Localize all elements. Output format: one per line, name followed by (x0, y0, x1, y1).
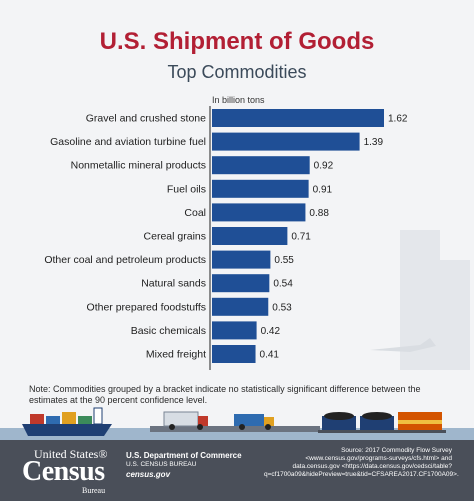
category-label: Basic chemicals (131, 325, 206, 337)
bureau-name: U.S. CENSUS BUREAU (126, 461, 197, 468)
bar (212, 227, 288, 245)
category-label: Mixed freight (146, 349, 206, 361)
decoration-shape (440, 260, 470, 370)
value-label: 0.88 (309, 208, 329, 219)
category-label: Gasoline and aviation turbine fuel (50, 136, 206, 148)
value-label: 0.42 (261, 326, 281, 337)
census-logo-top: United States® (34, 447, 108, 461)
census-logo-sub: Bureau (82, 486, 106, 495)
train-icon (318, 412, 446, 433)
footer-bar (0, 440, 474, 501)
bar (212, 109, 384, 127)
bar (212, 345, 256, 363)
category-label: Nonmetallic mineral products (71, 160, 206, 172)
transport-illustration (0, 407, 474, 442)
category-label: Other prepared foodstuffs (87, 301, 206, 313)
value-label: 0.91 (313, 184, 333, 195)
census-logo: Census (22, 456, 105, 487)
bar (212, 297, 269, 316)
truck-icon (163, 411, 208, 430)
value-label: 1.62 (388, 114, 408, 125)
decoration-shape (370, 338, 436, 352)
value-label: 0.41 (260, 350, 280, 361)
value-label: 1.39 (364, 137, 384, 148)
bar-chart: In billion tons Gravel and crushed stone… (44, 95, 470, 370)
bar (212, 274, 270, 293)
value-label: 0.54 (273, 279, 293, 290)
footnote: Note: Commodities grouped by a bracket i… (29, 384, 421, 405)
road (150, 426, 320, 432)
category-label: Other coal and petroleum products (44, 254, 206, 266)
page-subtitle: Top Commodities (167, 62, 307, 82)
category-label: Natural sands (141, 278, 206, 290)
category-label: Coal (184, 207, 206, 219)
department-name: U.S. Department of Commerce (126, 451, 242, 460)
bar (212, 179, 309, 198)
unit-label: In billion tons (212, 95, 265, 105)
bar (212, 321, 257, 340)
value-label: 0.71 (291, 232, 311, 243)
background-decoration (370, 230, 470, 370)
category-label: Fuel oils (167, 183, 206, 195)
website-link[interactable]: census.gov (126, 470, 171, 479)
bar (212, 156, 310, 175)
value-label: 0.92 (314, 161, 334, 172)
source-note: Source: 2017 Commodity Flow Survey <www.… (264, 447, 459, 478)
bars-group: Gravel and crushed stone 1.62 Gasoline and… (44, 109, 408, 363)
page-title: U.S. Shipment of Goods (99, 28, 375, 55)
bar (212, 132, 360, 151)
bar (212, 203, 306, 222)
value-label: 0.55 (274, 255, 294, 266)
bar (212, 250, 271, 269)
category-label: Cereal grains (144, 231, 206, 243)
truck-icon (234, 414, 274, 430)
category-label: Gravel and crushed stone (86, 113, 206, 125)
ship-icon (22, 407, 112, 436)
value-label: 0.53 (272, 302, 292, 313)
